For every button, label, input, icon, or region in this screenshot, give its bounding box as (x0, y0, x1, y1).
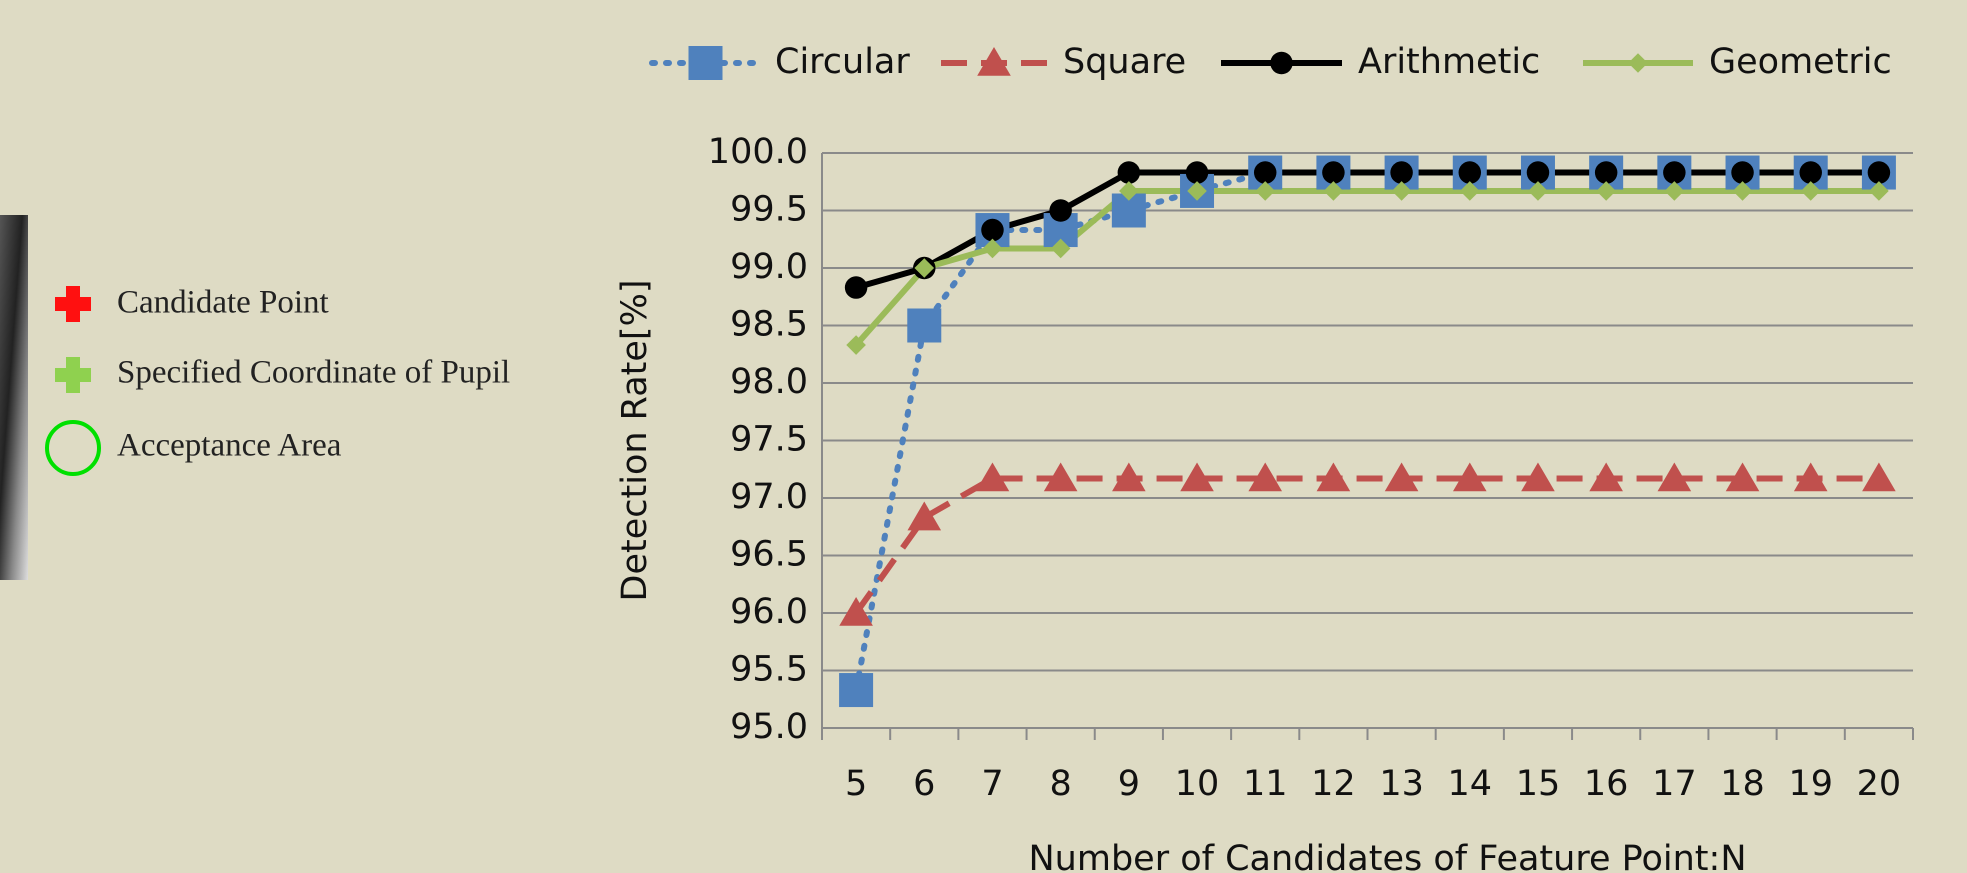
x-tick-label: 17 (1652, 764, 1697, 804)
legend-marker (1270, 52, 1293, 75)
data-point (1862, 462, 1896, 491)
data-point (1254, 161, 1277, 184)
data-point (1799, 161, 1822, 184)
y-tick-label: 98.5 (730, 305, 808, 345)
red-plus-icon (55, 286, 91, 322)
legend-label: Circular (775, 42, 910, 82)
y-tick-label: 96.0 (730, 592, 808, 632)
x-tick-label: 15 (1516, 764, 1561, 804)
data-point (907, 309, 941, 343)
y-tick-label: 96.5 (730, 535, 808, 575)
x-tick-label: 18 (1720, 764, 1765, 804)
x-tick-label: 13 (1379, 764, 1424, 804)
data-point (1322, 161, 1345, 184)
eye-image (0, 215, 28, 580)
legend-label: Square (1063, 42, 1186, 82)
x-tick-label: 16 (1584, 764, 1629, 804)
x-tick-label: 8 (1050, 764, 1072, 804)
data-point (907, 502, 941, 531)
x-tick-label: 6 (913, 764, 935, 804)
y-tick-label: 99.0 (730, 247, 808, 287)
page: Candidate Point Specified Coordinate of … (0, 0, 1967, 873)
x-axis-title: Number of Candidates of Feature Point:N (1029, 839, 1747, 873)
x-tick-label: 9 (1118, 764, 1140, 804)
x-tick-label: 19 (1788, 764, 1833, 804)
chart: 95.0 95.5 96.0 96.5 97.0 97.5 98.0 98.5 99.0 99.5… (615, 42, 1913, 873)
data-point (981, 219, 1004, 242)
x-tick-label: 5 (845, 764, 867, 804)
x-tick-label: 14 (1448, 764, 1493, 804)
side-legend-label: Candidate Point (117, 285, 329, 321)
green-plus-icon (55, 357, 91, 393)
data-point (1390, 161, 1413, 184)
green-circle-icon (47, 422, 99, 474)
y-tick-label: 98.0 (730, 362, 808, 402)
y-tick-label: 97.0 (730, 477, 808, 517)
y-tick-label: 97.5 (730, 420, 808, 460)
legend-label: Arithmetic (1358, 42, 1540, 82)
side-legend-label: Acceptance Area (117, 428, 342, 464)
x-tick-label: 20 (1857, 764, 1902, 804)
legend-marker (1628, 53, 1648, 73)
data-point (1663, 161, 1686, 184)
data-point (1868, 161, 1891, 184)
data-point (1118, 161, 1141, 184)
data-point (1049, 199, 1072, 222)
y-tick-label: 99.5 (730, 190, 808, 230)
y-tick-label: 95.5 (730, 650, 808, 690)
data-point (1731, 161, 1754, 184)
y-tick-label: 100.0 (708, 132, 808, 172)
data-point (1459, 161, 1482, 184)
legend-label: Geometric (1709, 42, 1892, 82)
side-legend: Candidate Point Specified Coordinate of … (47, 285, 510, 474)
x-tick-label: 10 (1175, 764, 1220, 804)
data-point (1527, 161, 1550, 184)
y-axis-title: Detection Rate[%] (615, 280, 655, 602)
x-tick-label: 12 (1311, 764, 1356, 804)
side-legend-label: Specified Coordinate of Pupil (117, 355, 510, 391)
data-point (1595, 161, 1618, 184)
data-point (845, 276, 868, 299)
data-point (1186, 161, 1209, 184)
legend-marker (689, 46, 723, 80)
data-point (839, 673, 873, 707)
x-tick-label: 7 (981, 764, 1003, 804)
x-tick-label: 11 (1243, 764, 1288, 804)
y-tick-label: 95.0 (730, 707, 808, 747)
